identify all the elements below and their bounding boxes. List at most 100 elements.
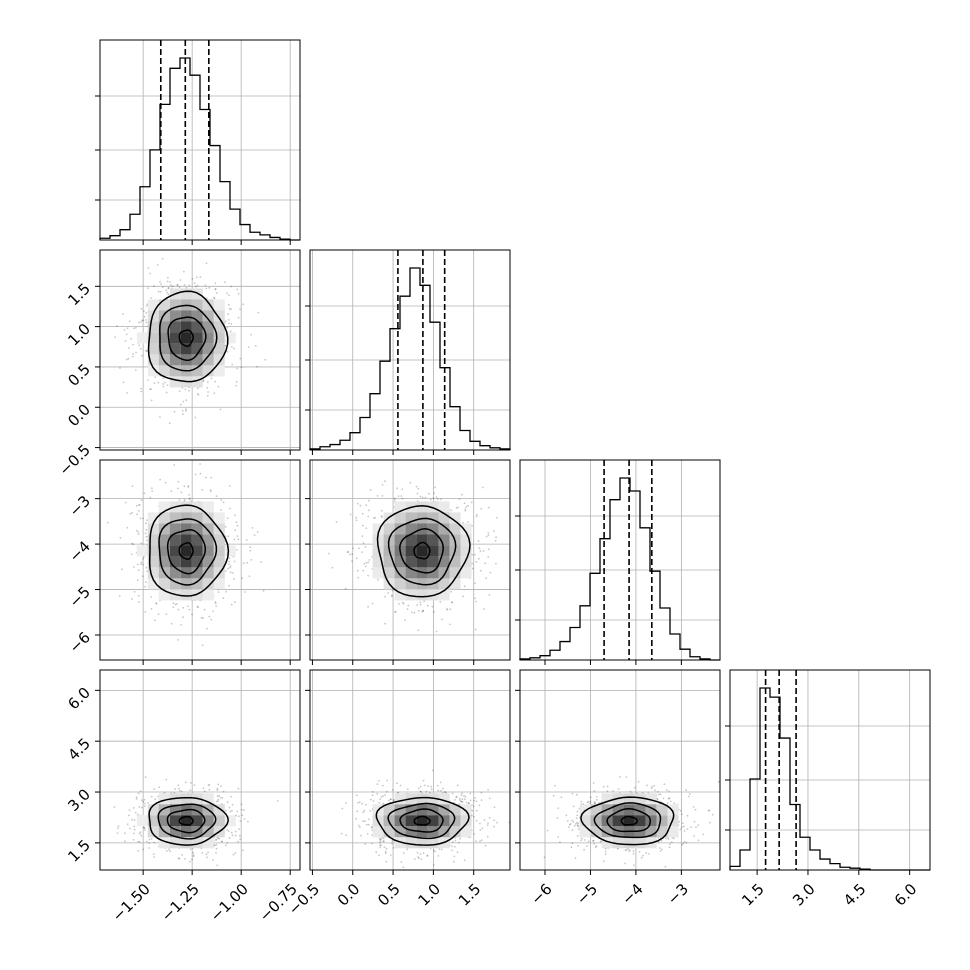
contour-line — [399, 528, 444, 574]
sample-point — [384, 794, 386, 796]
sample-point — [349, 553, 351, 556]
sample-point — [202, 787, 205, 790]
sample-point — [142, 563, 144, 566]
sample-point — [162, 377, 165, 380]
density-cell — [158, 534, 170, 546]
density-cell — [449, 804, 461, 816]
sample-point — [234, 834, 237, 837]
sample-point — [182, 400, 185, 403]
sample-point — [167, 293, 170, 296]
sample-point — [478, 557, 480, 560]
sample-point — [363, 809, 366, 812]
sample-point — [465, 801, 468, 804]
sample-point — [133, 832, 135, 835]
sample-point — [485, 535, 488, 538]
sample-point — [145, 581, 147, 584]
sample-point — [140, 806, 143, 809]
sample-point — [150, 795, 153, 798]
sample-point — [135, 798, 138, 800]
sample-point — [231, 346, 233, 348]
sample-point — [430, 498, 432, 501]
sample-point — [217, 798, 220, 801]
sample-point — [159, 416, 161, 418]
sample-point — [241, 577, 244, 579]
sample-point — [137, 569, 140, 572]
sample-point — [215, 800, 218, 803]
sample-point — [177, 857, 180, 860]
sample-point — [659, 793, 662, 796]
density-cell — [449, 815, 461, 827]
histogram-step — [99, 57, 300, 241]
density-cell — [405, 523, 417, 535]
sample-point — [201, 644, 204, 647]
sample-point — [165, 289, 168, 291]
sample-point — [464, 508, 467, 510]
sample-point — [479, 569, 482, 572]
density-cell — [213, 512, 225, 524]
sample-point — [364, 843, 367, 845]
density-cell — [147, 567, 159, 579]
sample-point — [138, 601, 140, 603]
sample-point — [217, 783, 220, 786]
sample-point — [365, 823, 368, 826]
sample-point — [366, 833, 369, 835]
sample-point — [438, 848, 441, 850]
density-cell — [460, 534, 472, 546]
sample-point — [436, 498, 439, 500]
contour-line — [375, 796, 470, 846]
sample-point — [419, 790, 422, 793]
sample-point — [351, 560, 353, 562]
sample-point — [191, 613, 193, 616]
sample-point — [482, 486, 484, 489]
sample-point — [162, 383, 164, 385]
density-cell — [405, 545, 417, 557]
density-cell — [158, 332, 170, 344]
sample-point — [182, 413, 184, 416]
sample-point — [234, 514, 236, 517]
sample-point — [390, 798, 392, 801]
sample-point — [475, 800, 478, 803]
sample-point — [464, 509, 467, 512]
sample-point — [422, 779, 425, 782]
sample-point — [432, 497, 435, 499]
sample-point — [106, 521, 109, 524]
sample-point — [247, 820, 249, 823]
sample-point — [474, 797, 477, 799]
sample-point — [147, 379, 150, 381]
sample-point — [116, 832, 119, 834]
density-cell — [405, 512, 417, 524]
sample-point — [386, 779, 389, 782]
sample-point — [185, 409, 188, 412]
sample-point — [483, 608, 485, 610]
sample-point — [379, 844, 381, 847]
sample-point — [132, 343, 135, 346]
sample-point — [178, 499, 181, 501]
density-cell — [191, 376, 203, 388]
sample-point — [475, 809, 478, 812]
sample-point — [190, 782, 192, 784]
sample-point — [215, 292, 218, 294]
contour-line — [413, 541, 431, 560]
density-cell — [169, 376, 181, 388]
sample-point — [256, 531, 259, 533]
density-cell — [427, 815, 439, 827]
sample-point — [146, 840, 148, 843]
sample-point — [380, 838, 382, 841]
sample-point — [420, 858, 423, 861]
sample-point — [137, 531, 140, 533]
sample-point — [178, 286, 181, 289]
density-cell — [169, 365, 181, 377]
sample-point — [417, 629, 420, 632]
sample-point — [433, 849, 435, 852]
sample-point — [134, 811, 137, 814]
sample-point — [371, 790, 374, 793]
sample-point — [239, 838, 242, 841]
sample-point — [214, 282, 217, 285]
sample-point — [206, 856, 208, 859]
sample-point — [450, 601, 453, 604]
sample-point — [543, 856, 546, 859]
sample-point — [331, 566, 334, 569]
sample-point — [451, 601, 454, 604]
contour-line — [387, 802, 456, 840]
sample-point — [214, 602, 217, 605]
